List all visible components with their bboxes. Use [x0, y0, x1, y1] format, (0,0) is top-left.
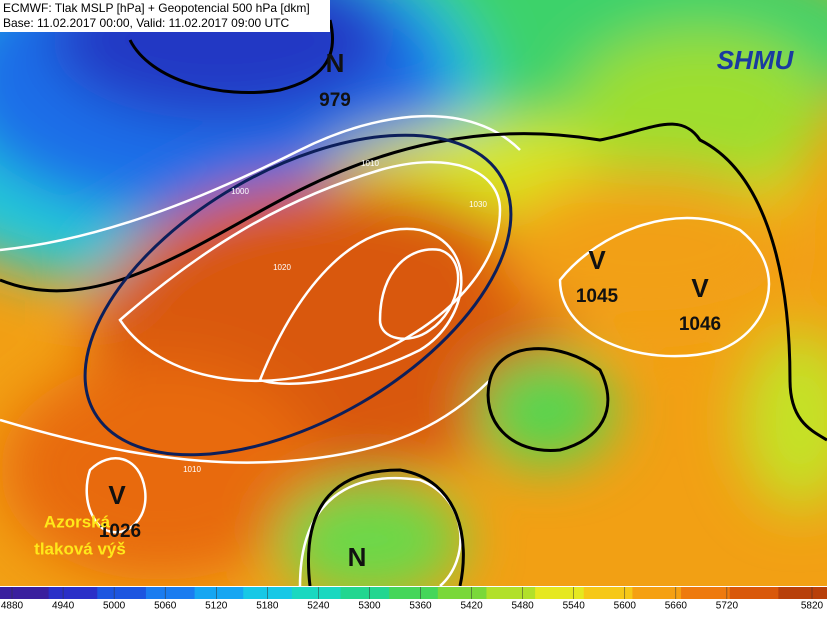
colorbar-swatch [48, 587, 98, 599]
header-line: Base: 11.02.2017 00:00, Valid: 11.02.201… [3, 16, 290, 30]
contour-label: 1000 [231, 187, 249, 196]
contour-label: 1020 [273, 263, 291, 272]
header-line: ECMWF: Tlak MSLP [hPa] + Geopotencial 50… [3, 1, 310, 15]
center-value: 1045 [576, 286, 619, 307]
colorbar-swatch [535, 587, 585, 599]
colorbar-tick-label: 5480 [512, 601, 535, 612]
colorbar-swatch [194, 587, 244, 599]
colorbar-swatch [681, 587, 731, 599]
center-symbol: N [326, 48, 345, 78]
center-value: 1046 [679, 314, 721, 335]
colorbar-swatch [145, 587, 196, 599]
contour-label: 1010 [361, 159, 379, 168]
colorbar-swatch [340, 587, 390, 599]
colorbar-tick-label: 5300 [358, 601, 381, 612]
center-symbol: V [108, 480, 126, 510]
colorbar-swatch [291, 587, 342, 599]
colorbar-tick-label: 5360 [409, 601, 432, 612]
colorbar-swatch [729, 587, 779, 599]
colorbar-tick-label: 4940 [52, 601, 75, 612]
colorbar-swatch [97, 587, 147, 599]
colorbar-tick-label: 5720 [716, 601, 739, 612]
contour-label: 1030 [469, 200, 487, 209]
colorbar-tick-label: 5060 [154, 601, 177, 612]
center-symbol: V [588, 245, 606, 275]
colorbar-tick-label: 5660 [665, 601, 688, 612]
colorbar-tick-label: 5820 [801, 601, 824, 612]
colorbar-tick-label: 4880 [1, 601, 24, 612]
colorbar-tick-label: 5120 [205, 601, 228, 612]
center-symbol: N [348, 542, 367, 572]
contour-label: 1010 [183, 465, 201, 474]
center-symbol: V [691, 273, 709, 303]
colorbar-swatch [243, 587, 293, 599]
colorbar-swatch [583, 587, 633, 599]
center-value: 1026 [99, 521, 141, 542]
colorbar-swatch [0, 587, 50, 599]
colorbar-swatch [778, 587, 827, 599]
colorbar-tick-label: 5000 [103, 601, 126, 612]
colorbar-tick-label: 5240 [307, 601, 330, 612]
highlight-ellipse [83, 133, 513, 457]
header-box [0, 0, 330, 32]
colorbar-tick-label: 5420 [460, 601, 483, 612]
center-value: 979 [319, 90, 351, 111]
colorbar-tick-label: 5600 [614, 601, 637, 612]
contours-500 [0, 19, 827, 587]
annotation: tlaková výš [34, 539, 126, 558]
colorbar-swatch [389, 587, 439, 599]
annotation: Azorská [44, 512, 111, 531]
colorbar-tick-label: 5540 [563, 601, 586, 612]
colorbar-swatch [632, 587, 682, 599]
colorbar-swatch [437, 587, 487, 599]
colorbar-swatch [486, 587, 536, 599]
logo: SHMU [717, 45, 795, 75]
colorbar: 4880 4940 5000 5060 5120 5180 5240 5300 5360 5420… [0, 586, 827, 613]
colorbar-tick-label: 5180 [256, 601, 279, 612]
